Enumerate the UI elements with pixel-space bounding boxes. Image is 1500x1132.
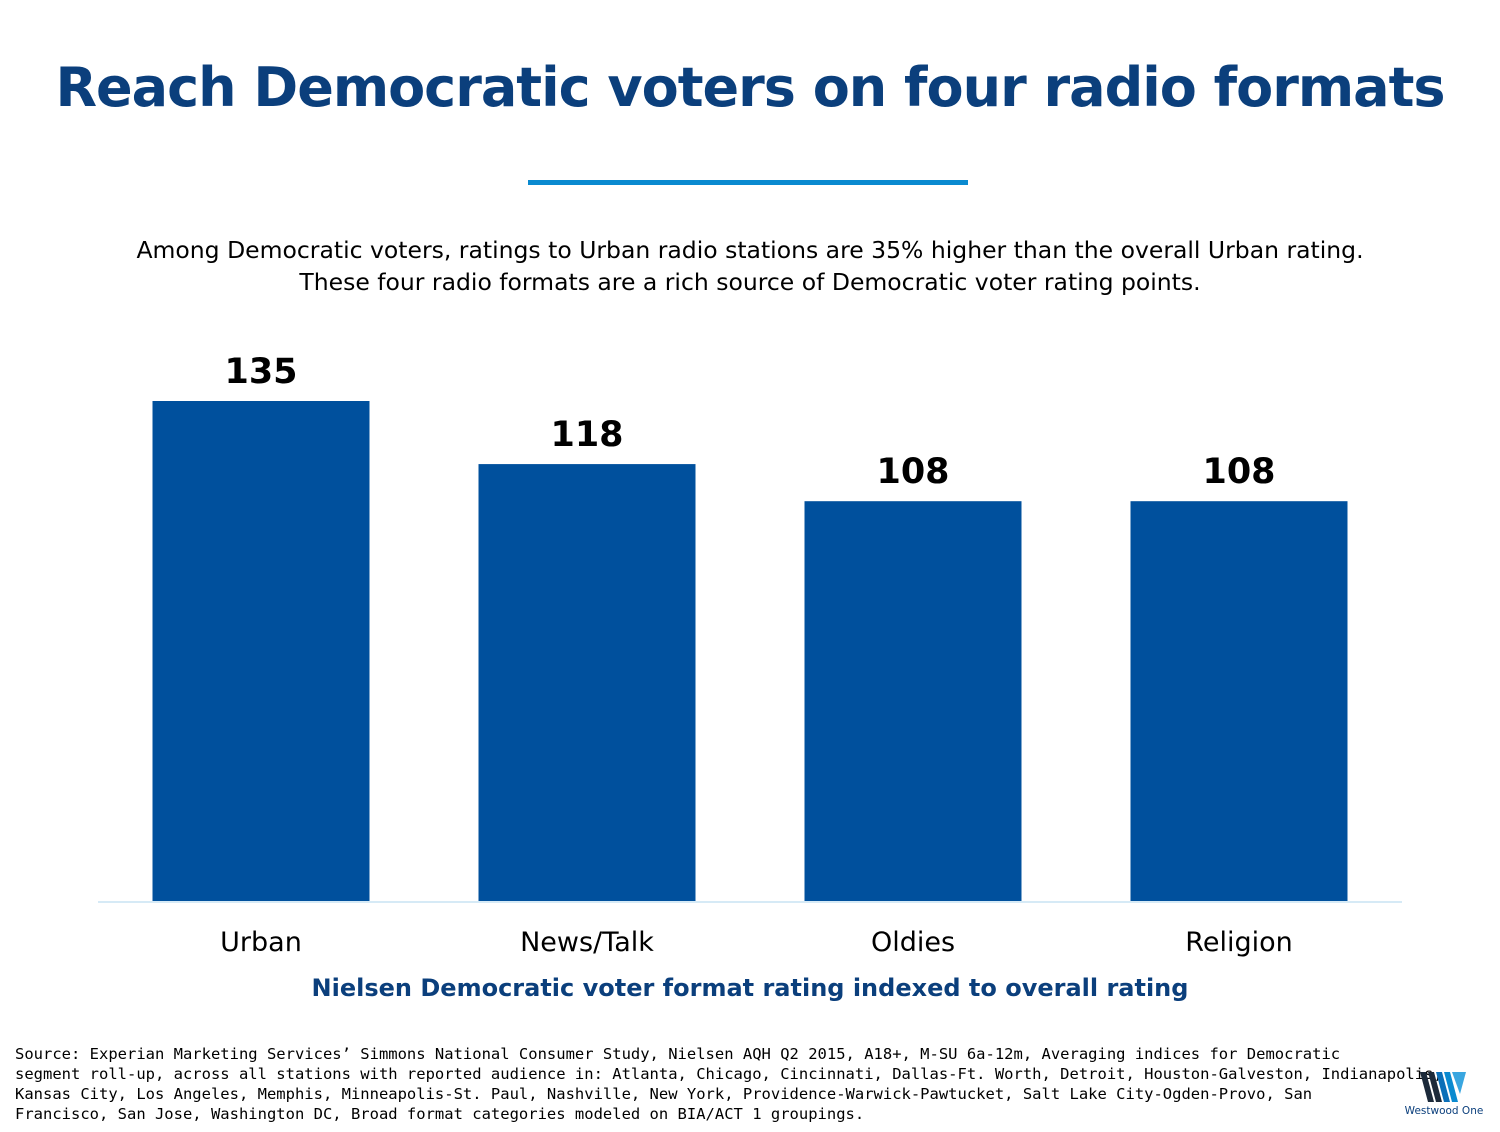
bar-value-label: 108 — [1202, 452, 1275, 492]
bar-value-label: 108 — [876, 452, 949, 492]
subtitle-line-1: Among Democratic voters, ratings to Urba… — [136, 236, 1364, 264]
bar-chart: 135 Urban 118 News/Talk 108 Oldies 108 Religion — [98, 352, 1402, 958]
westwood-one-logo: Westwood One — [1396, 1070, 1492, 1120]
labels-layer: 135 Urban 118 News/Talk 108 Oldies 108 Religion — [220, 352, 1293, 958]
bar-value-label: 135 — [224, 352, 297, 392]
bar-value-label: 118 — [550, 415, 623, 455]
source-line: Kansas City, Los Angeles, Memphis, Minne… — [15, 1085, 1313, 1103]
source-line: Source: Experian Marketing Services’ Sim… — [15, 1045, 1341, 1063]
category-label: Oldies — [871, 927, 955, 958]
bars-layer — [152, 401, 1348, 902]
source-line: segment roll-up, across all stations wit… — [15, 1065, 1443, 1083]
bar-religion — [1130, 501, 1348, 902]
bar-news-talk — [478, 464, 696, 902]
westwood-one-logo-icon — [1420, 1072, 1466, 1102]
source-line: Francisco, San Jose, Washington DC, Broa… — [15, 1105, 865, 1123]
source-note: Source: Experian Marketing Services’ Sim… — [15, 1044, 1443, 1124]
logo-text: Westwood One — [1404, 1105, 1484, 1117]
subtitle-line-2: These four radio formats are a rich sour… — [299, 268, 1201, 296]
bar-urban — [152, 401, 370, 902]
category-label: News/Talk — [520, 927, 654, 958]
bar-oldies — [804, 501, 1022, 902]
page-title: Reach Democratic voters on four radio fo… — [55, 56, 1445, 119]
category-label: Urban — [220, 927, 302, 958]
title-underline — [528, 180, 968, 185]
x-axis-title: Nielsen Democratic voter format rating i… — [311, 974, 1189, 1002]
category-label: Religion — [1185, 927, 1292, 958]
